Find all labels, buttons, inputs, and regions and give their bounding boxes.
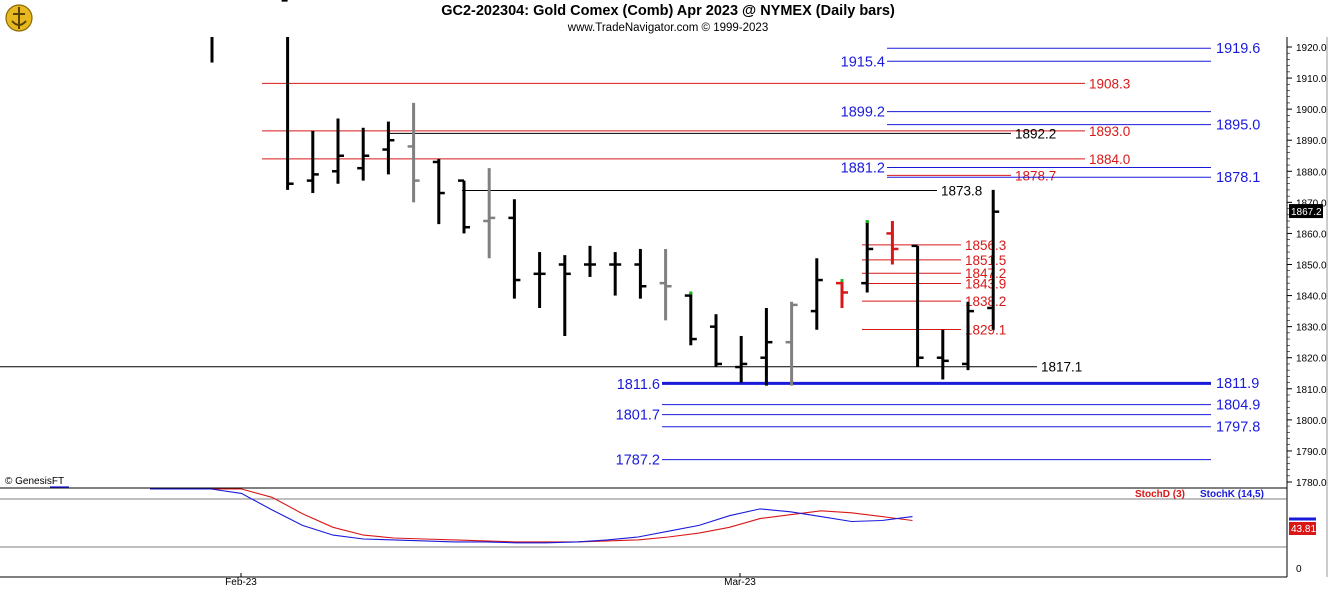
level-label-1908-3: 1908.3 — [1089, 76, 1130, 91]
level-label-1847-2: 1847.2 — [965, 266, 1006, 281]
chart-title: GC2-202304: Gold Comex (Comb) Apr 2023 @… — [441, 3, 895, 19]
y-tick-label-1890-0: 1890.0 — [1296, 136, 1327, 147]
level-label-1829-1: 1829.1 — [965, 322, 1006, 337]
price-axis: 1780.0 1790.0 1800.0 1810.0 1820.0 1830.0 1840… — [1287, 43, 1327, 489]
y-tick-label-1800-0: 1800.0 — [1296, 416, 1327, 427]
level-label-1804-9: 1804.9 — [1216, 398, 1260, 414]
level-label-1801-7: 1801.7 — [616, 408, 660, 424]
y-tick-label-1830-0: 1830.0 — [1296, 323, 1327, 334]
level-label-1811-6: 1811.6 — [617, 377, 660, 393]
level-label-1797-8: 1797.8 — [1216, 420, 1260, 436]
date-axis: Feb-23 Mar-23 — [225, 573, 756, 588]
stoch-legend-d: StochD (3) — [1135, 489, 1185, 500]
price-levels: 1919.6 1915.4 1908.3 1899.2 1895.0 1893.0 1892… — [0, 41, 1260, 469]
level-label-1811-9: 1811.9 — [1216, 376, 1259, 392]
ohlc-bars — [210, 0, 1000, 386]
level-label-1878-1: 1878.1 — [1216, 170, 1260, 186]
level-label-1892-2: 1892.2 — [1015, 126, 1056, 141]
level-label-1838-2: 1838.2 — [965, 294, 1006, 309]
y-tick-label-1810-0: 1810.0 — [1296, 385, 1327, 396]
ohlc-signal-dot-26 — [865, 220, 869, 223]
level-label-1881-2: 1881.2 — [841, 161, 885, 177]
stochastic-panel: StochD (3) StochK (14,5) 43.81 0 — [150, 488, 1316, 575]
stoch-line-k — [150, 488, 913, 544]
y-tick-label-1780-0: 1780.0 — [1296, 478, 1327, 489]
x-tick-label-Mar-23: Mar-23 — [724, 577, 756, 588]
level-label-1899-2: 1899.2 — [841, 105, 885, 121]
y-tick-label-1920-0: 1920.0 — [1296, 43, 1327, 54]
level-label-1915-4: 1915.4 — [841, 54, 885, 70]
level-label-1856-3: 1856.3 — [965, 238, 1006, 253]
ohlc-signal-dot-19 — [689, 291, 693, 295]
ohlc-signal-dot-25 — [840, 279, 844, 283]
level-label-1873-8: 1873.8 — [941, 184, 982, 199]
level-label-1895-0: 1895.0 — [1216, 118, 1260, 134]
stoch-last-value-box — [1289, 522, 1316, 535]
level-label-1787-2: 1787.2 — [616, 453, 660, 469]
last-price-box — [1289, 204, 1323, 219]
level-label-1878-7: 1878.7 — [1015, 168, 1056, 183]
y-tick-label-1910-0: 1910.0 — [1296, 74, 1327, 85]
level-label-1817-1: 1817.1 — [1041, 360, 1082, 375]
level-label-1919-6: 1919.6 — [1216, 41, 1260, 57]
chart-header: GC2-202304: Gold Comex (Comb) Apr 2023 @… — [0, 0, 1336, 37]
level-label-1893-0: 1893.0 — [1089, 124, 1130, 139]
stoch-last-value: 43.81 — [1291, 524, 1316, 535]
level-label-1843-9: 1843.9 — [965, 276, 1006, 291]
stoch-legend-k: StochK (14,5) — [1200, 489, 1264, 500]
chart-subtitle: www.TradeNavigator.com © 1999-2023 — [567, 22, 769, 34]
y-tick-label-1820-0: 1820.0 — [1296, 354, 1327, 365]
level-label-1851-5: 1851.5 — [965, 253, 1006, 268]
level-label-1884-0: 1884.0 — [1089, 152, 1130, 167]
y-tick-label-1870-0: 1870.0 — [1296, 198, 1327, 209]
y-tick-label-1860-0: 1860.0 — [1296, 229, 1327, 240]
trade-navigator-logo-icon — [5, 4, 33, 32]
stoch-y-tick-0: 0 — [1296, 564, 1302, 575]
x-tick-label-Feb-23: Feb-23 — [225, 577, 257, 588]
y-tick-label-1900-0: 1900.0 — [1296, 105, 1327, 116]
y-tick-label-1790-0: 1790.0 — [1296, 447, 1327, 458]
y-tick-label-1850-0: 1850.0 — [1296, 261, 1327, 272]
y-tick-label-1880-0: 1880.0 — [1296, 167, 1327, 178]
y-tick-label-1840-0: 1840.0 — [1296, 292, 1327, 303]
copyright-label: © GenesisFT — [5, 476, 64, 487]
last-price-label: 1867.2 — [1291, 207, 1322, 218]
stoch-line-d — [150, 488, 913, 543]
